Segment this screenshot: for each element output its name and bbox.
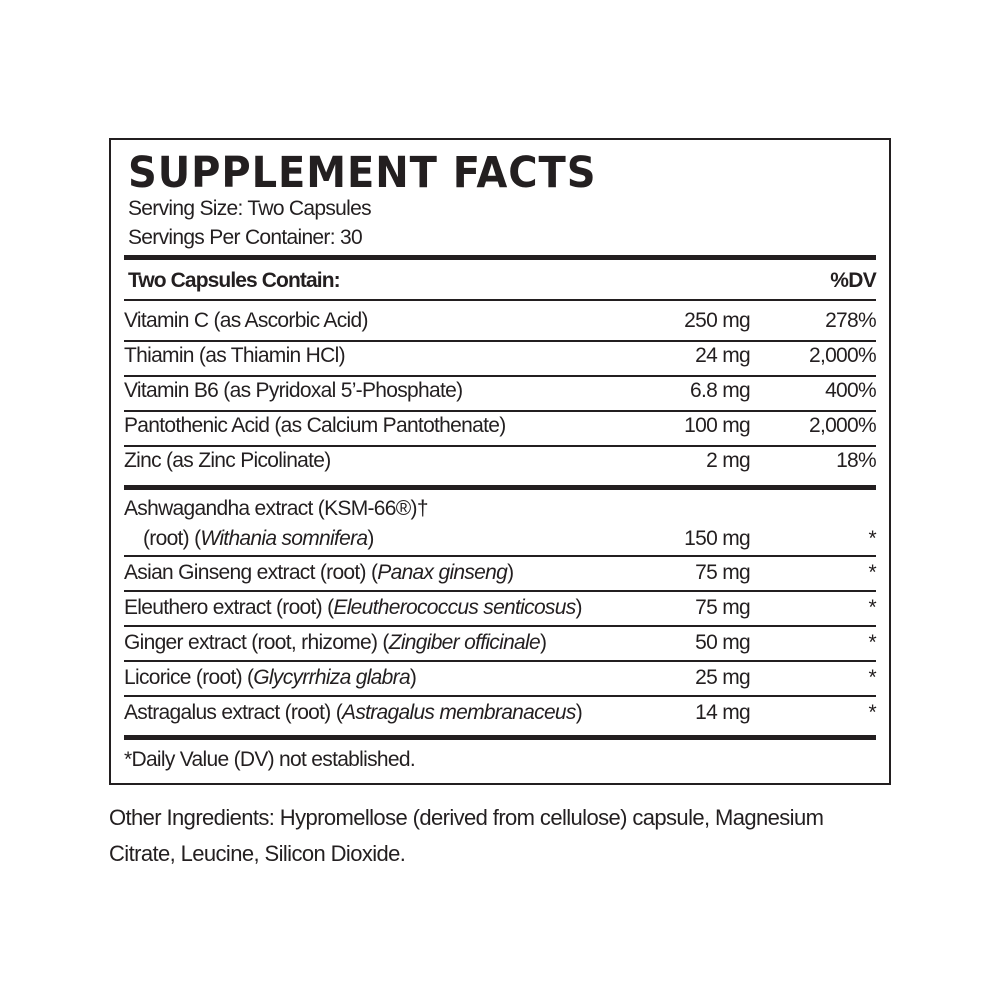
divider-thick bbox=[124, 485, 876, 490]
divider-thick bbox=[124, 255, 876, 260]
divider bbox=[124, 340, 876, 342]
divider bbox=[124, 375, 876, 377]
nutrient-dv: 278% bbox=[825, 309, 877, 332]
herb-amount: 50 mg bbox=[695, 631, 751, 654]
latin-name: Zingiber officinale bbox=[388, 631, 541, 654]
herb-text: ) bbox=[575, 701, 583, 724]
header-label: Two Capsules Contain: bbox=[128, 269, 341, 292]
herb-text: ) bbox=[539, 631, 547, 654]
header-dv: %DV bbox=[830, 269, 876, 292]
herb-text: Licorice (root) ( bbox=[124, 666, 254, 689]
herb-amount: 14 mg bbox=[695, 701, 751, 724]
other-ingredients: Other Ingredients: Hypromellose (derived… bbox=[109, 805, 824, 866]
latin-name: Panax ginseng bbox=[377, 561, 508, 584]
herb-name: Ginger extract (root, rhizome) (Zingiber… bbox=[124, 631, 547, 655]
herb-text: Astragalus extract (root) ( bbox=[124, 701, 343, 724]
ashwagandha-dv: * bbox=[868, 527, 877, 550]
divider bbox=[124, 445, 876, 447]
nutrient-name: Zinc (as Zinc Picolinate) bbox=[124, 449, 331, 472]
latin-name: Astragalus membranaceus bbox=[342, 701, 576, 724]
nutrient-amount: 6.8 mg bbox=[690, 379, 751, 402]
nutrient-name: Pantothenic Acid (as Calcium Pantothenat… bbox=[124, 414, 506, 437]
nutrient-amount: 100 mg bbox=[684, 414, 751, 437]
herb-text: Eleuthero extract (root) ( bbox=[124, 596, 334, 619]
herb-text: ) bbox=[507, 561, 514, 584]
herb-amount: 75 mg bbox=[695, 596, 751, 619]
herb-dv: * bbox=[868, 561, 877, 584]
nutrient-dv: 2,000% bbox=[808, 344, 877, 367]
herb-dv: * bbox=[868, 631, 877, 654]
divider bbox=[124, 299, 876, 301]
herb-text: Ginger extract (root, rhizome) ( bbox=[124, 631, 389, 654]
source-text: (root) ( bbox=[143, 527, 201, 550]
herb-dv: * bbox=[868, 701, 877, 724]
divider-thick bbox=[124, 735, 876, 740]
herb-text: ) bbox=[409, 666, 417, 689]
herb-name: Astragalus extract (root) (Astragalus me… bbox=[124, 701, 583, 725]
servings-per-container: Servings Per Container: 30 bbox=[128, 226, 363, 249]
herb-text: ) bbox=[575, 596, 583, 619]
herb-text: Asian Ginseng extract (root) ( bbox=[124, 561, 378, 584]
divider bbox=[124, 660, 876, 662]
ashwagandha-source: (root) (Withania somnifera) bbox=[143, 527, 374, 551]
herb-name: Licorice (root) (Glycyrrhiza glabra) bbox=[124, 666, 417, 690]
nutrient-amount: 24 mg bbox=[695, 344, 751, 367]
latin-name: Glycyrrhiza glabra bbox=[253, 666, 410, 689]
divider bbox=[124, 695, 876, 697]
herb-amount: 75 mg bbox=[695, 561, 751, 584]
nutrient-name: Vitamin B6 (as Pyridoxal 5’-Phosphate) bbox=[124, 379, 463, 402]
nutrient-dv: 400% bbox=[825, 379, 877, 402]
divider bbox=[124, 555, 876, 557]
divider bbox=[124, 625, 876, 627]
nutrient-dv: 18% bbox=[836, 449, 877, 472]
latin-name: Eleutherococcus senticosus bbox=[333, 596, 576, 619]
herb-name: Asian Ginseng extract (root) (Panax gins… bbox=[124, 561, 514, 585]
supplement-facts-panel bbox=[109, 138, 891, 785]
nutrient-name: Vitamin C (as Ascorbic Acid) bbox=[124, 309, 368, 332]
divider bbox=[124, 410, 876, 412]
herb-dv: * bbox=[868, 596, 877, 619]
nutrient-amount: 250 mg bbox=[684, 309, 751, 332]
herb-dv: * bbox=[868, 666, 877, 689]
divider bbox=[124, 590, 876, 592]
latin-name: Withania somnifera bbox=[200, 527, 368, 550]
nutrient-amount: 2 mg bbox=[706, 449, 751, 472]
herb-name: Eleuthero extract (root) (Eleutherococcu… bbox=[124, 596, 583, 620]
nutrient-dv: 2,000% bbox=[808, 414, 877, 437]
panel-title: SUPPLEMENT FACTS bbox=[128, 148, 597, 198]
herb-amount: 25 mg bbox=[695, 666, 751, 689]
ashwagandha-name: Ashwagandha extract (KSM-66®)† bbox=[124, 497, 428, 520]
source-text: ) bbox=[367, 527, 374, 550]
serving-size: Serving Size: Two Capsules bbox=[128, 197, 372, 220]
footnote: *Daily Value (DV) not established. bbox=[124, 748, 416, 771]
ashwagandha-amount: 150 mg bbox=[684, 527, 751, 550]
nutrient-name: Thiamin (as Thiamin HCl) bbox=[124, 344, 346, 367]
